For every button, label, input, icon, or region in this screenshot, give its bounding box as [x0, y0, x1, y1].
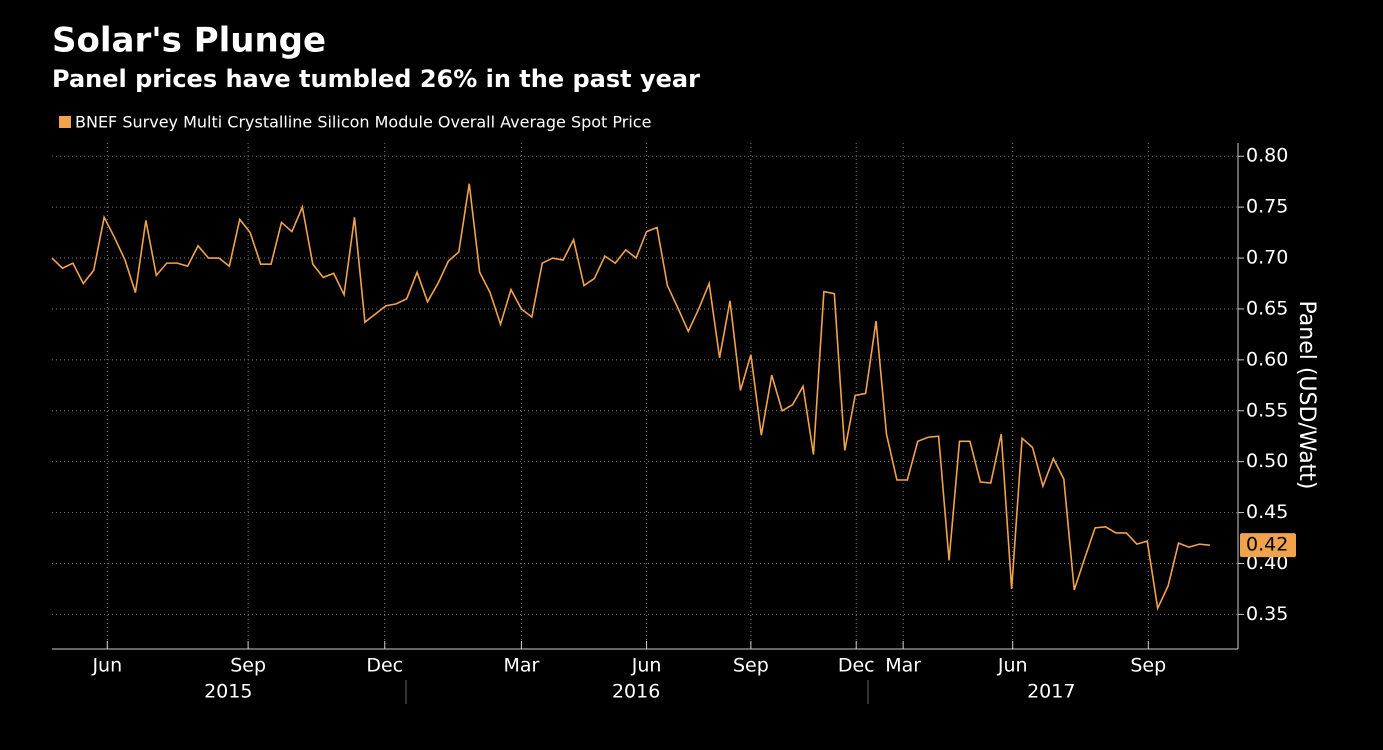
y-tick-label: 0.80	[1246, 145, 1288, 167]
x-tick-label: Dec	[366, 655, 403, 677]
y-tick-label: 0.65	[1246, 297, 1288, 319]
chart-title: Solar's Plunge	[52, 21, 326, 61]
x-year-label: 2016	[612, 681, 660, 703]
x-tick-label: Sep	[1130, 655, 1166, 677]
x-tick-label: Mar	[885, 655, 921, 677]
line-series	[51, 183, 1210, 612]
last-value-label: 0.42	[1246, 534, 1288, 556]
x-tick-label: Sep	[230, 655, 266, 677]
x-tick-label: Jun	[997, 655, 1028, 677]
last-value-box	[1240, 533, 1296, 558]
legend-swatch	[59, 116, 71, 128]
x-year-label: 2017	[1027, 681, 1075, 703]
y-tick-label: 0.55	[1246, 399, 1288, 421]
y-axis-label: Panel (USD/Watt)	[1294, 300, 1319, 489]
x-tick-label: Jun	[631, 655, 662, 677]
y-tick-label: 0.50	[1246, 450, 1288, 472]
y-tick-label: 0.60	[1246, 348, 1288, 370]
x-tick-label: Sep	[733, 655, 769, 677]
x-year-label: 2015	[204, 681, 252, 703]
chart-subtitle: Panel prices have tumbled 26% in the pas…	[52, 65, 700, 93]
y-tick-label: 0.40	[1246, 552, 1288, 574]
x-tick-label: Jun	[91, 655, 122, 677]
y-tick-label: 0.35	[1246, 603, 1288, 625]
y-tick-label: 0.45	[1246, 501, 1288, 523]
y-tick-label: 0.70	[1246, 247, 1288, 269]
x-tick-label: Mar	[503, 655, 539, 677]
legend-label: BNEF Survey Multi Crystalline Silicon Mo…	[75, 113, 651, 132]
y-tick-label: 0.75	[1246, 196, 1288, 218]
x-tick-label: Dec	[838, 655, 875, 677]
